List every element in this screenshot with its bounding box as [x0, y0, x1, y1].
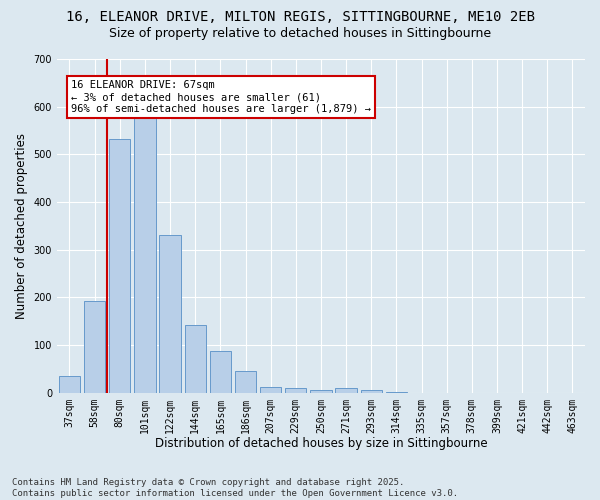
X-axis label: Distribution of detached houses by size in Sittingbourne: Distribution of detached houses by size … — [155, 437, 487, 450]
Text: 16 ELEANOR DRIVE: 67sqm
← 3% of detached houses are smaller (61)
96% of semi-det: 16 ELEANOR DRIVE: 67sqm ← 3% of detached… — [71, 80, 371, 114]
Bar — [235, 372, 256, 392]
Bar — [160, 236, 181, 392]
Bar — [260, 386, 281, 392]
Bar — [310, 390, 332, 392]
Text: Contains HM Land Registry data © Crown copyright and database right 2025.
Contai: Contains HM Land Registry data © Crown c… — [12, 478, 458, 498]
Text: Size of property relative to detached houses in Sittingbourne: Size of property relative to detached ho… — [109, 28, 491, 40]
Bar — [134, 117, 155, 392]
Bar — [285, 388, 307, 392]
Bar — [361, 390, 382, 392]
Text: 16, ELEANOR DRIVE, MILTON REGIS, SITTINGBOURNE, ME10 2EB: 16, ELEANOR DRIVE, MILTON REGIS, SITTING… — [65, 10, 535, 24]
Bar — [185, 325, 206, 392]
Bar — [59, 376, 80, 392]
Bar — [209, 351, 231, 393]
Bar — [335, 388, 357, 392]
Bar — [109, 138, 130, 392]
Bar — [84, 301, 106, 392]
Y-axis label: Number of detached properties: Number of detached properties — [15, 133, 28, 319]
